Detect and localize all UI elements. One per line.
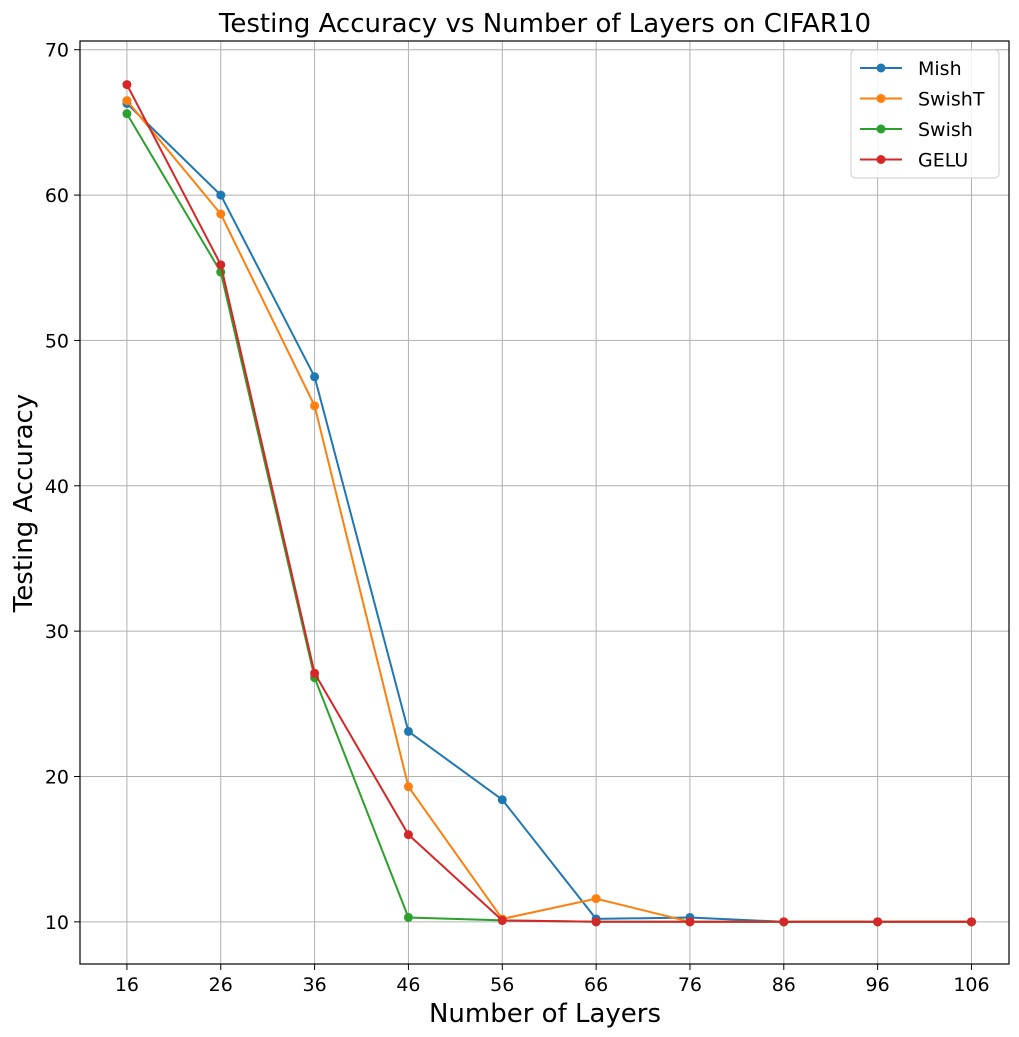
series-gelu — [122, 80, 976, 927]
data-point-swish — [122, 109, 132, 119]
series-line-gelu — [126, 84, 972, 923]
ticks: 16 26 36 46 56 66 76 86 96 106 10 20 30 40 50 60 70 — [45, 40, 990, 996]
legend-marker — [876, 63, 886, 73]
data-point-gelu — [873, 917, 883, 927]
legend-label: SwishT — [918, 89, 985, 111]
data-point-gelu — [216, 260, 226, 270]
data-point-swisht — [216, 209, 226, 219]
x-tick-label: 76 — [678, 974, 702, 996]
x-tick-label: 36 — [303, 974, 327, 996]
data-point-swish — [403, 912, 413, 922]
legend: Mish SwishT Swish GELU — [850, 49, 1000, 179]
data-point-gelu — [591, 917, 601, 927]
data-point-swisht — [591, 894, 601, 904]
x-tick-label: 106 — [953, 974, 989, 996]
data-point-swisht — [310, 401, 320, 411]
chart-title: Testing Accuracy vs Number of Layers on … — [218, 9, 871, 39]
legend-marker — [876, 155, 886, 164]
data-point-gelu — [310, 668, 320, 678]
data-point-swisht — [403, 782, 413, 792]
data-point-gelu — [966, 917, 976, 927]
data-point-gelu — [497, 915, 507, 925]
data-point-mish — [497, 795, 507, 805]
grid — [80, 41, 1009, 964]
legend-item-mish: Mish — [860, 58, 962, 80]
legend-label: Mish — [918, 58, 962, 80]
series-layer — [122, 80, 976, 927]
legend-marker — [876, 124, 886, 134]
x-tick-label: 16 — [115, 974, 139, 996]
data-point-mish — [403, 726, 413, 736]
data-point-mish — [216, 190, 226, 200]
y-tick-label: 50 — [45, 330, 69, 352]
y-tick-label: 20 — [45, 766, 69, 788]
legend-box — [850, 49, 1000, 179]
legend-label: GELU — [918, 150, 968, 172]
y-tick-label: 10 — [45, 912, 69, 934]
y-tick-label: 40 — [45, 476, 69, 498]
data-point-gelu — [403, 830, 413, 840]
x-tick-label: 26 — [209, 974, 233, 996]
series-line-swisht — [126, 99, 972, 923]
x-tick-label: 56 — [490, 974, 514, 996]
x-tick-label: 66 — [584, 974, 608, 996]
y-tick-label: 70 — [45, 40, 69, 62]
data-point-swisht — [122, 96, 132, 106]
legend-item-swish: Swish — [860, 119, 973, 141]
y-tick-label: 30 — [45, 621, 69, 643]
legend-item-gelu: GELU — [860, 150, 968, 172]
data-point-gelu — [685, 917, 695, 927]
legend-marker — [876, 94, 886, 103]
data-point-gelu — [122, 80, 132, 90]
legend-item-swisht: SwishT — [860, 89, 985, 111]
x-axis-label: Number of Layers — [429, 999, 661, 1029]
data-point-mish — [310, 372, 320, 382]
x-tick-label: 46 — [396, 974, 420, 996]
plot-frame — [79, 40, 1010, 965]
x-tick-label: 86 — [772, 974, 796, 996]
x-tick-label: 96 — [866, 974, 890, 996]
series-swish — [122, 109, 976, 927]
y-tick-label: 60 — [45, 185, 69, 207]
series-swisht — [122, 96, 976, 927]
series-line-swish — [126, 113, 972, 923]
series-mish — [122, 99, 976, 927]
y-axis-label: Testing Accuracy — [9, 394, 39, 613]
legend-label: Swish — [918, 119, 973, 141]
data-point-gelu — [779, 917, 789, 927]
series-line-mish — [126, 102, 972, 923]
